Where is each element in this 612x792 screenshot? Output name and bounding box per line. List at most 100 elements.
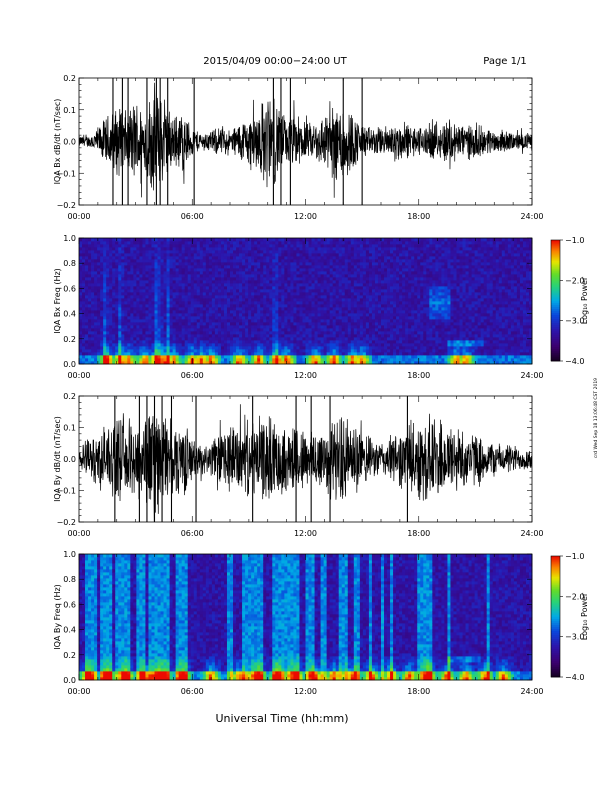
spectrogram-cell [311, 322, 315, 326]
spectrogram-cell [302, 244, 306, 248]
spectrogram-cell [257, 358, 261, 362]
spectrogram-cell [290, 301, 294, 305]
spectrogram-cell [145, 340, 149, 344]
spectrogram-cell [420, 274, 424, 278]
spectrogram-cell [79, 262, 83, 266]
spectrogram-cell [399, 355, 403, 359]
spectrogram-cell [245, 322, 249, 326]
spectrogram-cell [384, 331, 388, 335]
spectrogram-cell [296, 295, 300, 299]
spectrogram-cell [233, 274, 237, 278]
spectrogram-cell [396, 304, 400, 308]
spectrogram-cell [211, 280, 216, 284]
spectrogram-cell [405, 247, 409, 251]
spectrogram-cell [390, 271, 394, 275]
spectrogram-cell [223, 304, 228, 308]
spectrogram-cell [353, 253, 358, 257]
spectrogram-cell [112, 286, 116, 290]
spectrogram-cell [124, 289, 128, 293]
spectrogram-cell [160, 340, 164, 344]
spectrogram-cell [145, 322, 149, 326]
spectrogram-cell [94, 298, 98, 302]
spectrogram-cell [223, 271, 228, 275]
spectrogram-cell [368, 283, 373, 287]
spectrogram-cell [387, 319, 391, 323]
spectrogram-cell [175, 337, 180, 341]
spectrogram-cell [332, 358, 337, 362]
spectrogram-cell [317, 268, 321, 272]
spectrogram-cell [260, 337, 264, 341]
spectrogram-cell [239, 325, 243, 329]
spectrogram-cell [103, 286, 107, 290]
spectrogram-cell [157, 274, 161, 278]
spectrogram-cell [356, 259, 361, 263]
spectrogram-cell [281, 298, 285, 302]
spectrogram-cell [257, 271, 261, 275]
spectrogram-cell [142, 307, 146, 311]
spectrogram-cell [118, 304, 122, 308]
spectrogram-cell [356, 247, 361, 251]
spectrogram-cell [411, 283, 415, 287]
spectrogram-cell [287, 346, 291, 350]
spectrogram-cell [115, 274, 119, 278]
spectrogram-cell [175, 340, 180, 344]
spectrogram-cell [290, 337, 294, 341]
spectrogram-cell [136, 292, 140, 296]
spectrogram-cell [257, 265, 261, 269]
spectrogram-cell [91, 343, 95, 347]
spectrogram-cell [145, 307, 149, 311]
spectrogram-cell [106, 334, 110, 338]
spectrogram-cell [226, 355, 231, 359]
spectrogram-cell [272, 280, 276, 284]
spectrogram-cell [299, 238, 303, 242]
spectrogram-cell [245, 325, 249, 329]
spectrogram-cell [272, 319, 276, 323]
spectrogram-cell [184, 253, 189, 257]
spectrogram-cell [417, 280, 421, 284]
spectrogram-cell [408, 265, 412, 269]
spectrogram-cell [193, 298, 198, 302]
spectrogram-cell [239, 241, 243, 245]
spectrogram-cell [426, 307, 430, 311]
spectrogram-cell [371, 295, 376, 299]
spectrogram-cell [377, 313, 382, 317]
spectrogram-cell [381, 238, 385, 242]
spectrogram-cell [94, 277, 98, 281]
spectrogram-cell [387, 307, 391, 311]
spectrogram-cell [408, 310, 412, 314]
spectrogram-cell [296, 241, 300, 245]
spectrogram-cell [245, 349, 249, 353]
spectrogram-cell [115, 349, 119, 353]
spectrogram-cell [305, 250, 309, 254]
spectrogram-cell [226, 250, 231, 254]
spectrogram-cell [371, 265, 376, 269]
spectrogram-cell [371, 292, 376, 296]
spectrogram-cell [293, 292, 297, 296]
spectrogram-cell [374, 316, 379, 320]
spectrogram-cell [139, 250, 143, 254]
spectrogram-cell [311, 352, 315, 356]
spectrogram-cell [169, 271, 174, 275]
spectrogram-cell [127, 307, 131, 311]
spectrogram-cell [100, 358, 104, 362]
spectrogram-cell [278, 247, 282, 251]
spectrogram-cell [208, 346, 213, 350]
spectrogram-cell [374, 319, 379, 323]
spectrogram-cell [266, 241, 270, 245]
spectrogram-cell [269, 277, 273, 281]
spectrogram-cell [85, 343, 89, 347]
spectrogram-cell [281, 280, 285, 284]
spectrogram-cell [196, 280, 201, 284]
spectrogram-cell [124, 361, 128, 365]
spectrogram-cell [193, 295, 198, 299]
spectrogram-cell [362, 289, 367, 293]
spectrogram-cell [196, 286, 201, 290]
spectrogram-cell [236, 253, 240, 257]
spectrogram-cell [393, 352, 397, 356]
spectrogram-cell [387, 334, 391, 338]
spectrogram-cell [233, 265, 237, 269]
spectrogram-cell [284, 340, 288, 344]
spectrogram-cell [402, 298, 406, 302]
spectrogram-cell [196, 283, 201, 287]
spectrogram-cell [299, 289, 303, 293]
